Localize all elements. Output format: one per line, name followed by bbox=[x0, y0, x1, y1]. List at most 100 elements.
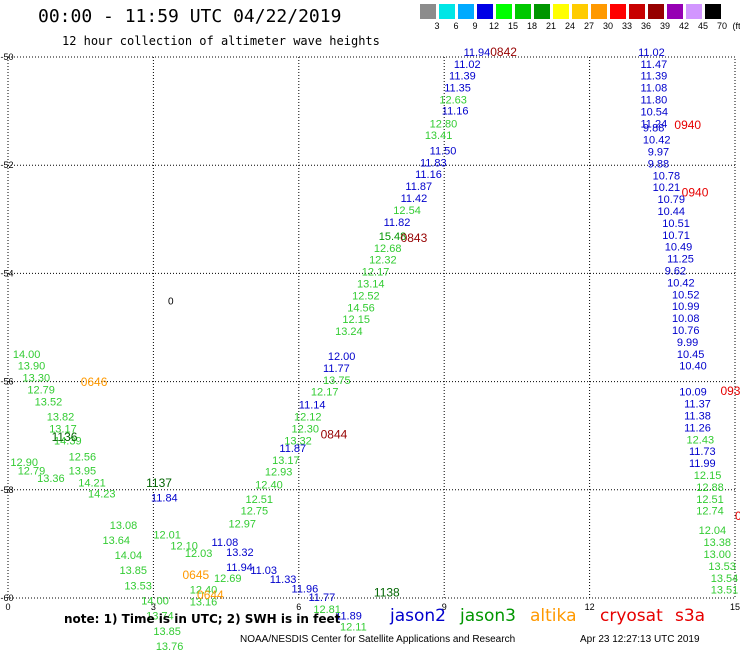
swh-value: 11.99 bbox=[689, 458, 716, 470]
pass-time-label: 0940 bbox=[682, 186, 709, 200]
colorbar-swatch bbox=[610, 4, 626, 19]
swh-value: 10.45 bbox=[677, 349, 705, 361]
swh-value: 10.44 bbox=[657, 206, 685, 218]
swh-value: 12.90 bbox=[10, 457, 38, 469]
swh-value: 12.97 bbox=[229, 519, 257, 531]
swh-value: 13.76 bbox=[156, 641, 184, 650]
swh-value: 13.51 bbox=[711, 585, 739, 597]
colorbar-label: 36 bbox=[640, 21, 651, 31]
swh-value: 10.09 bbox=[679, 387, 707, 399]
swh-value: 11.24 bbox=[640, 118, 667, 130]
colorbar-swatch bbox=[534, 4, 550, 19]
y-tick-label: -52 bbox=[0, 160, 13, 170]
swh-value: 11.77 bbox=[323, 363, 350, 375]
pass-time-label: 0940 bbox=[674, 118, 701, 132]
footer-note: note: 1) Time is in UTC; 2) SWH is in fe… bbox=[64, 612, 341, 626]
swh-value: 12.10 bbox=[170, 540, 198, 552]
swh-value: 11.02 bbox=[454, 59, 481, 71]
plot-frame bbox=[7, 56, 736, 599]
colorbar-swatch bbox=[420, 4, 436, 19]
swh-value: 10.52 bbox=[672, 289, 700, 301]
swh-value: 12.79 bbox=[27, 385, 55, 397]
page-title: 00:00 - 11:59 UTC 04/22/2019 bbox=[38, 6, 342, 27]
swh-value: 12.80 bbox=[430, 118, 458, 130]
swh-value: 12.11 bbox=[340, 621, 367, 633]
swh-value: 12.51 bbox=[245, 494, 273, 506]
swh-value: 15.48 bbox=[379, 231, 407, 243]
swh-value: 12.43 bbox=[687, 434, 715, 446]
pass-time-label: 1136 bbox=[52, 430, 78, 444]
x-tick-label: 3 bbox=[151, 602, 156, 612]
swh-value: 12.51 bbox=[696, 494, 724, 506]
colorbar-swatch bbox=[705, 4, 721, 19]
swh-value: 13.95 bbox=[69, 466, 97, 478]
colorbar-label: 70 bbox=[716, 21, 727, 31]
swh-value: 13.64 bbox=[103, 535, 131, 547]
colorbar-label: 33 bbox=[621, 21, 632, 31]
legend-jason3: jason3 bbox=[460, 606, 516, 626]
y-tick-label: -56 bbox=[0, 377, 13, 387]
swh-value: 13.41 bbox=[425, 130, 453, 142]
colorbar-label: 12 bbox=[488, 21, 499, 31]
legend-s3a: s3a bbox=[675, 606, 706, 626]
swh-value: 11.80 bbox=[640, 95, 667, 107]
pass-time-label: 0646 bbox=[81, 375, 108, 389]
legend-altika: altika bbox=[530, 606, 577, 626]
colorbar-swatch bbox=[591, 4, 607, 19]
pass-time-label: 0844 bbox=[321, 427, 348, 441]
swh-value: 12.81 bbox=[313, 604, 341, 616]
swh-value: 10.08 bbox=[672, 313, 700, 325]
swh-value: 12.75 bbox=[241, 506, 269, 518]
legend-jason2: jason2 bbox=[390, 606, 446, 626]
swh-value: 13.54 bbox=[711, 573, 739, 585]
swh-value: 13.85 bbox=[119, 565, 147, 577]
colorbar-label: 15 bbox=[507, 21, 518, 31]
swh-value: 9.88 bbox=[648, 158, 669, 170]
swh-value: 14.00 bbox=[141, 595, 169, 607]
x-tick-label: 6 bbox=[296, 602, 301, 612]
swh-value: 12.79 bbox=[18, 466, 46, 478]
swh-value: 11.25 bbox=[667, 254, 694, 266]
swh-value: 9.99 bbox=[677, 337, 698, 349]
pass-time-label: 0645 bbox=[182, 568, 209, 582]
swh-value: 12.74 bbox=[696, 506, 724, 518]
page-subtitle: 12 hour collection of altimeter wave hei… bbox=[62, 34, 380, 48]
swh-value: 11.94 bbox=[226, 562, 253, 574]
swh-value: 13.90 bbox=[18, 361, 46, 373]
swh-value: 11.47 bbox=[640, 59, 667, 71]
swh-value: 11.08 bbox=[640, 83, 667, 95]
swh-value: 11.87 bbox=[279, 443, 306, 455]
swh-value: 12.63 bbox=[439, 95, 467, 107]
pass-time-label: 1137 bbox=[146, 476, 172, 490]
colorbar-swatch bbox=[515, 4, 531, 19]
swh-value: 13.08 bbox=[110, 520, 138, 532]
colorbar-swatch bbox=[572, 4, 588, 19]
colorbar-swatch bbox=[477, 4, 493, 19]
swh-value: 11.50 bbox=[430, 145, 457, 157]
swh-value: 13.24 bbox=[335, 326, 363, 338]
swh-value: 11.42 bbox=[401, 193, 428, 205]
swh-value: 13.32 bbox=[226, 547, 254, 559]
swh-value: 11.37 bbox=[684, 399, 711, 411]
swh-value: 9.88 bbox=[643, 123, 664, 135]
colorbar-label: 3 bbox=[434, 21, 440, 31]
swh-value: 14.23 bbox=[88, 488, 116, 500]
swh-value: 12.40 bbox=[255, 480, 283, 492]
colorbar-swatch bbox=[686, 4, 702, 19]
swh-value: 12.01 bbox=[153, 529, 181, 541]
pass-time-label: 0644 bbox=[197, 588, 224, 602]
swh-value: 13.17 bbox=[272, 455, 300, 467]
swh-value: 13.75 bbox=[323, 375, 351, 387]
swh-value: 10.49 bbox=[665, 242, 693, 254]
swh-value: 12.68 bbox=[374, 243, 402, 255]
x-tick-label: 12 bbox=[585, 602, 595, 612]
swh-value: 12.17 bbox=[362, 267, 390, 279]
x-tick-label: 0 bbox=[5, 602, 10, 612]
swh-value: 10.79 bbox=[657, 194, 685, 206]
swh-value: 10.78 bbox=[653, 170, 681, 182]
colorbar-label: 45 bbox=[697, 21, 708, 31]
swh-value: 14.04 bbox=[115, 550, 143, 562]
swh-value: 11.26 bbox=[684, 422, 711, 434]
colorbar-label: 18 bbox=[526, 21, 537, 31]
swh-value: 13.82 bbox=[47, 412, 75, 424]
